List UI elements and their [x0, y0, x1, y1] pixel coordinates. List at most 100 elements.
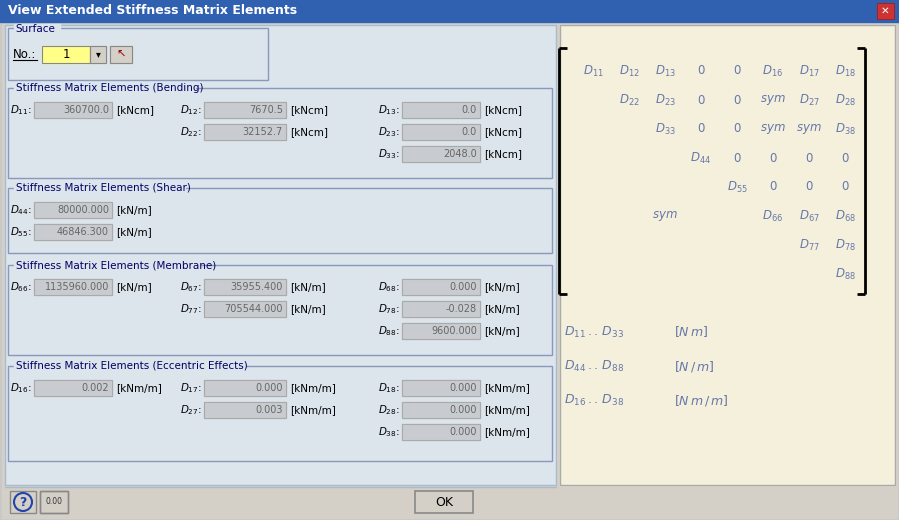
- Text: $D_{28}$: $D_{28}$: [834, 93, 856, 108]
- Bar: [204, 380, 286, 396]
- Bar: [14, 24, 60, 34]
- Text: $0$: $0$: [805, 151, 814, 164]
- Bar: [402, 424, 480, 440]
- Bar: [402, 380, 480, 396]
- Text: 360700.0: 360700.0: [63, 105, 109, 115]
- Text: View Extended Stiffness Matrix Elements: View Extended Stiffness Matrix Elements: [8, 5, 298, 18]
- Text: $D_{38}$: $D_{38}$: [834, 122, 856, 137]
- Text: $D_{13}$: $D_{13}$: [654, 63, 675, 79]
- Text: $0$: $0$: [841, 151, 850, 164]
- Bar: [0, 0, 899, 22]
- Bar: [204, 402, 286, 418]
- Bar: [14, 182, 185, 194]
- Text: [kNcm]: [kNcm]: [484, 105, 522, 115]
- Text: $D_{68}$: $D_{68}$: [834, 209, 856, 224]
- Text: $D_{66}$: $D_{66}$: [762, 209, 784, 224]
- Text: $D_{27}$:: $D_{27}$:: [180, 403, 202, 417]
- Bar: [34, 102, 112, 118]
- Bar: [8, 28, 268, 80]
- Bar: [34, 202, 112, 218]
- Text: $D_{11}$:: $D_{11}$:: [10, 103, 31, 117]
- Text: $D_{77}$: $D_{77}$: [798, 238, 819, 253]
- Text: $D_{88}$: $D_{88}$: [834, 266, 856, 281]
- Text: 1135960.000: 1135960.000: [45, 282, 109, 292]
- Bar: [560, 25, 895, 485]
- Text: $sym$: $sym$: [761, 122, 786, 136]
- Bar: [402, 402, 480, 418]
- Text: [kNm/m]: [kNm/m]: [290, 383, 336, 393]
- Text: [kNm/m]: [kNm/m]: [290, 405, 336, 415]
- Text: $D_{66}$:: $D_{66}$:: [10, 280, 31, 294]
- Text: $D_{55}$: $D_{55}$: [726, 179, 747, 194]
- Bar: [40, 491, 68, 513]
- Text: 705544.000: 705544.000: [225, 304, 283, 314]
- Bar: [204, 102, 286, 118]
- Bar: [5, 487, 556, 517]
- Text: $D_{13}$:: $D_{13}$:: [378, 103, 400, 117]
- Bar: [204, 279, 286, 295]
- Text: Stiffness Matrix Elements (Eccentric Effects): Stiffness Matrix Elements (Eccentric Eff…: [16, 361, 248, 371]
- Text: $D_{18}$: $D_{18}$: [834, 63, 856, 79]
- Text: $[N\,m\,/\,m]$: $[N\,m\,/\,m]$: [674, 393, 729, 408]
- Text: [kN/m]: [kN/m]: [484, 326, 520, 336]
- Text: [kNcm]: [kNcm]: [116, 105, 154, 115]
- Bar: [204, 402, 286, 418]
- Bar: [204, 301, 286, 317]
- Text: [kN/m]: [kN/m]: [116, 227, 152, 237]
- Text: $0$: $0$: [769, 180, 778, 193]
- Text: 0.0: 0.0: [462, 105, 477, 115]
- Bar: [204, 124, 286, 140]
- Text: 0.000: 0.000: [255, 383, 283, 393]
- Text: $[N\,m]$: $[N\,m]$: [674, 324, 708, 340]
- Text: $D_{16}$: $D_{16}$: [762, 63, 784, 79]
- Bar: [90, 46, 106, 63]
- Bar: [560, 25, 895, 485]
- Text: $D_{78}$:: $D_{78}$:: [378, 302, 400, 316]
- Text: [kN/m]: [kN/m]: [484, 304, 520, 314]
- Text: $D_{38}$:: $D_{38}$:: [378, 425, 400, 439]
- Bar: [110, 46, 132, 63]
- Text: $0$: $0$: [697, 123, 706, 136]
- Text: 80000.000: 80000.000: [57, 205, 109, 215]
- Text: $D_{17}$:: $D_{17}$:: [180, 381, 202, 395]
- Text: 0.000: 0.000: [450, 282, 477, 292]
- Text: 0.002: 0.002: [82, 383, 109, 393]
- Bar: [34, 224, 112, 240]
- Text: 0.0: 0.0: [462, 127, 477, 137]
- Text: $D_{22}$: $D_{22}$: [619, 93, 639, 108]
- Bar: [402, 146, 480, 162]
- Bar: [42, 46, 90, 63]
- Text: $[N\,/\,m]$: $[N\,/\,m]$: [674, 358, 715, 373]
- Text: $D_{11}\,..\,D_{33}$: $D_{11}\,..\,D_{33}$: [564, 324, 624, 340]
- Text: $0$: $0$: [733, 151, 742, 164]
- Text: [kN/m]: [kN/m]: [116, 205, 152, 215]
- Bar: [402, 102, 480, 118]
- Bar: [42, 46, 90, 63]
- Text: $D_{11}$: $D_{11}$: [583, 63, 603, 79]
- Bar: [14, 360, 245, 372]
- Bar: [402, 402, 480, 418]
- Bar: [877, 3, 894, 19]
- Text: $D_{23}$:: $D_{23}$:: [378, 125, 400, 139]
- Text: $D_{17}$: $D_{17}$: [798, 63, 819, 79]
- Bar: [402, 124, 480, 140]
- Bar: [8, 265, 552, 355]
- Text: 0.000: 0.000: [450, 405, 477, 415]
- Bar: [8, 188, 552, 253]
- Text: $D_{55}$:: $D_{55}$:: [10, 225, 31, 239]
- Text: 0.000: 0.000: [450, 427, 477, 437]
- Text: 46846.300: 46846.300: [57, 227, 109, 237]
- Text: ↖: ↖: [116, 49, 126, 59]
- Bar: [90, 46, 106, 63]
- Bar: [34, 224, 112, 240]
- Text: ?: ?: [19, 496, 27, 509]
- Text: [kNm/m]: [kNm/m]: [484, 427, 530, 437]
- Text: [kNcm]: [kNcm]: [290, 127, 328, 137]
- Text: 32152.7: 32152.7: [243, 127, 283, 137]
- Text: $sym$: $sym$: [761, 93, 786, 107]
- Text: $D_{28}$:: $D_{28}$:: [378, 403, 400, 417]
- Bar: [8, 366, 552, 461]
- Text: 35955.400: 35955.400: [231, 282, 283, 292]
- Bar: [34, 202, 112, 218]
- Bar: [8, 88, 552, 178]
